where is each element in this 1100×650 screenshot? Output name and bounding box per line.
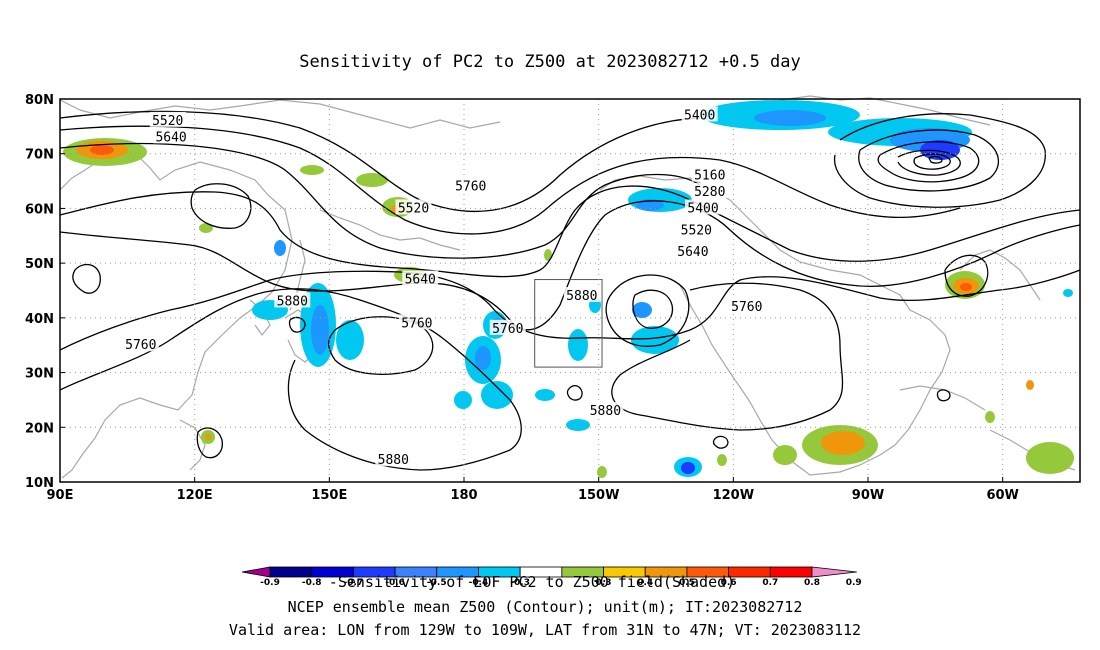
contour-label: 5880	[378, 453, 409, 468]
longitude-labels: 90E 120E 150E 180 150W 120W 90W 60W	[47, 477, 1019, 503]
colorbar-tick-label: -0.5	[427, 578, 447, 588]
colorbar: -0.9 -0.8 -0.7 -0.6 -0.5 -0.4 -0.3 0.3 0.4 0.5 0.6…	[241, 566, 862, 588]
lat-tick-label: 30N	[25, 367, 54, 382]
contour-label-bg	[674, 243, 711, 259]
contour-label: 5760	[125, 338, 156, 353]
contour-label-bg	[402, 270, 439, 286]
colorbar-end-high	[811, 566, 857, 578]
caption-contour: NCEP ensemble mean Z500 (Contour); unit(…	[288, 598, 803, 616]
plot-frame	[59, 98, 1081, 483]
caption-shaded: -Sensitivity of EOF PC2 to Z500 field(Sh…	[329, 573, 735, 591]
colorbar-tick-label: -0.3	[510, 578, 530, 588]
contour-label: 5640	[405, 273, 436, 288]
colorbar-tick-label: 0.9	[846, 578, 862, 588]
colorbar-tick-label: 0.6	[721, 578, 737, 588]
lon-tick-label: 60W	[986, 488, 1018, 503]
lat-tick-label: 10N	[25, 476, 54, 491]
contour-label-bg	[395, 199, 432, 215]
contour-label-bg	[681, 106, 718, 122]
contour-label-bg	[274, 292, 311, 308]
contour-label: 5640	[155, 130, 186, 145]
lon-tick-label: 90E	[47, 488, 74, 503]
contour-label-bg	[728, 297, 765, 313]
contour-label: 5520	[152, 114, 183, 129]
lon-tick-label: 90W	[852, 488, 884, 503]
contour-label: 5400	[687, 201, 718, 216]
colorbar-tick-label: -0.9	[260, 578, 280, 588]
contour-label: 5760	[731, 300, 762, 315]
contour-label: 5880	[566, 289, 597, 304]
contour-label-bg	[375, 451, 412, 467]
contour-label: 5160	[694, 169, 725, 184]
colorbar-tick-label: -0.4	[469, 578, 489, 588]
contour-label: 5760	[455, 180, 486, 195]
contour-label: 5400	[684, 108, 715, 123]
contour-label-bg	[678, 221, 715, 237]
contour-label: 5640	[677, 245, 708, 260]
colorbar-end-low	[241, 566, 271, 578]
valid-area-box	[534, 279, 603, 368]
lon-tick-label: 150W	[578, 488, 619, 503]
colorbar-tick-label: -0.7	[344, 578, 364, 588]
lat-tick-label: 50N	[25, 257, 54, 272]
lat-tick-label: 60N	[25, 202, 54, 217]
contour-label-bg	[153, 128, 190, 144]
contour-label: 5880	[590, 404, 621, 419]
lon-tick-label: 120W	[713, 488, 754, 503]
colorbar-tick-label: -0.8	[302, 578, 322, 588]
contour-label-bg	[452, 177, 489, 193]
contour-label: 5520	[681, 223, 712, 238]
colorbar-tick-label: 0.5	[679, 578, 695, 588]
contour-label: 5280	[694, 185, 725, 200]
contour-label: 5760	[401, 316, 432, 331]
contour-label: 5520	[398, 201, 429, 216]
contour-label-bg	[398, 314, 435, 330]
colorbar-tick-label: 0.7	[762, 578, 778, 588]
colorbar-tick-label: 0.8	[804, 578, 820, 588]
lat-tick-label: 80N	[25, 93, 54, 108]
lon-tick-label: 180	[450, 488, 477, 503]
caption-valid-area: Valid area: LON from 129W to 109W, LAT f…	[229, 621, 861, 639]
grid-lines	[60, 99, 1080, 482]
lat-tick-label: 70N	[25, 148, 54, 163]
contour-label-bg	[691, 183, 728, 199]
colorbar-tick-label: 0.4	[637, 578, 653, 588]
colorbar-segment	[269, 566, 313, 578]
contour-label-bg	[685, 199, 722, 215]
coastlines	[59, 95, 1076, 479]
lon-tick-label: 120E	[177, 488, 213, 503]
map-title: Sensitivity of PC2 to Z500 at 2023082712…	[299, 52, 801, 72]
contour-label-bg	[122, 336, 159, 352]
lat-tick-label: 20N	[25, 421, 54, 436]
contour-label: 5760	[492, 322, 523, 337]
contour-label-bg	[149, 111, 186, 127]
colorbar-segment	[769, 566, 813, 578]
contour-label-bg	[691, 166, 728, 182]
contour-label: 5880	[277, 294, 308, 309]
z500-contours	[59, 110, 1081, 471]
contour-label-bg	[587, 401, 624, 417]
colorbar-tick-label: -0.6	[385, 578, 405, 588]
latitude-labels: 80N 70N 60N 50N 40N 30N 20N 10N	[25, 93, 65, 491]
colorbar-tick-label: 0.3	[596, 578, 612, 588]
lon-tick-label: 150E	[311, 488, 347, 503]
contour-label-bg	[563, 286, 600, 302]
contour-label-bg	[489, 319, 526, 335]
lat-tick-label: 40N	[25, 312, 54, 327]
